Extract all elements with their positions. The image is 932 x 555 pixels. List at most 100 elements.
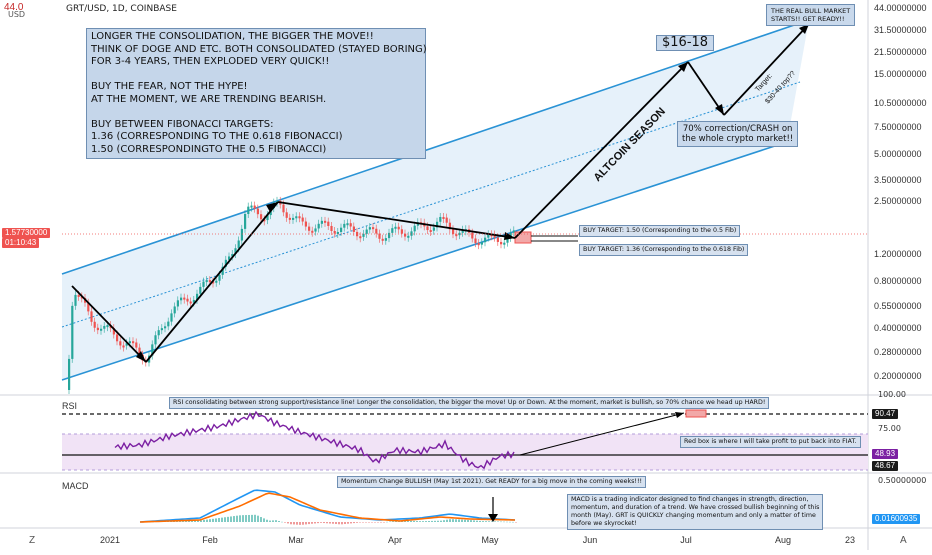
candle-body	[343, 223, 346, 228]
macd-hist-bar	[281, 521, 283, 523]
top-price-label[interactable]: 44.0	[4, 2, 24, 13]
macd-hist-bar	[236, 515, 238, 522]
macd-hist-bar	[356, 522, 358, 523]
rsi-label[interactable]: RSI	[62, 401, 77, 411]
candle-body	[282, 204, 285, 213]
arrowhead[interactable]	[266, 202, 278, 212]
macd-hist-bar	[287, 522, 289, 524]
trend-arrow-up-3[interactable]	[723, 23, 810, 116]
candle-body	[288, 217, 291, 220]
time-axis-label: 2021	[100, 535, 120, 545]
time-axis-label: Apr	[388, 535, 402, 545]
rsi-arrow[interactable]	[519, 412, 685, 456]
candle-body	[100, 328, 103, 331]
candle-body	[404, 233, 407, 237]
rsi-annotation: RSI consolidating between strong support…	[169, 397, 770, 409]
candle-body	[506, 237, 509, 243]
trend-arrow-up-1[interactable]	[145, 201, 279, 363]
macd-hist-bar	[245, 515, 247, 522]
macd-hist-bar	[224, 517, 226, 522]
candle-body	[196, 293, 199, 300]
channel-fill[interactable]	[62, 20, 809, 380]
auto-scale-icon[interactable]: A	[900, 535, 907, 546]
trend-arrow-down-3[interactable]	[687, 61, 725, 116]
macd-hist-bar	[344, 522, 346, 524]
candle-body	[202, 281, 205, 287]
time-axis-label: Jun	[583, 535, 598, 545]
candle-body	[189, 301, 192, 304]
trend-arrow-up-2[interactable]	[514, 61, 689, 239]
macd-hist-bar	[446, 519, 448, 522]
macd-annotation: Momentum Change BULLISH (May 1st 2021). …	[337, 476, 646, 488]
macd-hist-bar	[467, 519, 469, 522]
macd-hist-bar	[473, 520, 475, 522]
rsi-line[interactable]	[114, 410, 515, 470]
candle-body	[180, 297, 183, 301]
correction-annotation: 70% correction/CRASH on the whole crypto…	[677, 121, 799, 147]
bull-market-annotation: THE REAL BULL MARKET STARTS!! GET READY!…	[766, 4, 856, 26]
candle-body	[68, 358, 71, 390]
candle-body	[368, 227, 371, 230]
macd-tag: 0.01600935	[872, 514, 921, 524]
macd-hist-bar	[413, 520, 415, 522]
channel-upper-line[interactable]	[61, 19, 810, 275]
macd-hist-bar	[425, 521, 427, 522]
price-axis-label: 7.50000000	[874, 122, 922, 132]
time-axis[interactable]: 2021 Feb Mar Apr May Jun Jul Aug 23	[100, 535, 855, 545]
buy-zone-box[interactable]	[514, 231, 532, 244]
macd-hist-bar	[260, 517, 262, 522]
candle-body	[378, 233, 381, 239]
macd-hist-bar	[515, 522, 517, 523]
candle-body	[484, 237, 487, 243]
timezone-icon[interactable]: Z	[29, 535, 35, 546]
macd-hist-bar	[440, 520, 442, 522]
macd-hist-bar	[188, 520, 190, 522]
time-axis-label: May	[481, 535, 499, 545]
candle-body	[266, 215, 269, 221]
price-axis-label: 10.50000000	[874, 98, 927, 108]
macd-hist-bar	[437, 520, 439, 522]
candle-body	[500, 241, 503, 245]
arrowhead[interactable]	[488, 514, 498, 522]
macd-hist-bar	[197, 520, 199, 522]
trend-arrows[interactable]	[71, 23, 810, 363]
macd-hist-bar	[218, 518, 220, 522]
macd-hist-bar	[266, 519, 268, 522]
macd-hist-bar	[290, 522, 292, 525]
candle-body	[218, 274, 221, 281]
trend-arrow-down-2[interactable]	[277, 201, 516, 239]
trend-arrow-down-1[interactable]	[71, 285, 147, 363]
arrowhead[interactable]	[799, 24, 809, 34]
time-axis-label: 23	[845, 535, 855, 545]
candle-body	[384, 238, 387, 241]
macd-hist-bar	[206, 519, 208, 522]
macd-hist-bar	[452, 519, 454, 522]
macd-line[interactable]	[139, 489, 516, 523]
signal-line[interactable]	[139, 492, 516, 523]
candle-body	[160, 328, 163, 331]
macd-histogram[interactable]	[140, 514, 517, 525]
macd-hist-bar	[368, 522, 370, 523]
candle-body	[224, 259, 227, 267]
candles[interactable]	[68, 196, 515, 394]
macd-hist-bar	[461, 519, 463, 522]
macd-hist-bar	[239, 515, 241, 522]
price-axis[interactable]: 44.00000000 31.50000000 21.50000000 15.0000…	[874, 3, 927, 381]
candle-body	[128, 341, 131, 344]
arrowhead[interactable]	[678, 62, 688, 72]
arrowhead[interactable]	[136, 351, 146, 362]
candle-body	[103, 325, 106, 329]
candle-body	[340, 227, 343, 233]
arrowhead[interactable]	[675, 412, 684, 418]
channel-lower-line[interactable]	[61, 141, 788, 381]
macd-hist-bar	[329, 522, 331, 524]
arrowhead[interactable]	[715, 104, 724, 115]
macd-hist-bar	[335, 522, 337, 524]
candle-body	[336, 232, 339, 235]
take-profit-box[interactable]	[685, 409, 707, 418]
price-axis-label: 15.00000000	[874, 69, 927, 79]
price-axis-label: 1.20000000	[874, 249, 922, 259]
main-annotation: LONGER THE CONSOLIDATION, THE BIGGER THE…	[86, 28, 427, 159]
macd-label[interactable]: MACD	[62, 481, 89, 491]
rsi-profit-annotation: Red box is where I will take profit to p…	[680, 436, 861, 448]
